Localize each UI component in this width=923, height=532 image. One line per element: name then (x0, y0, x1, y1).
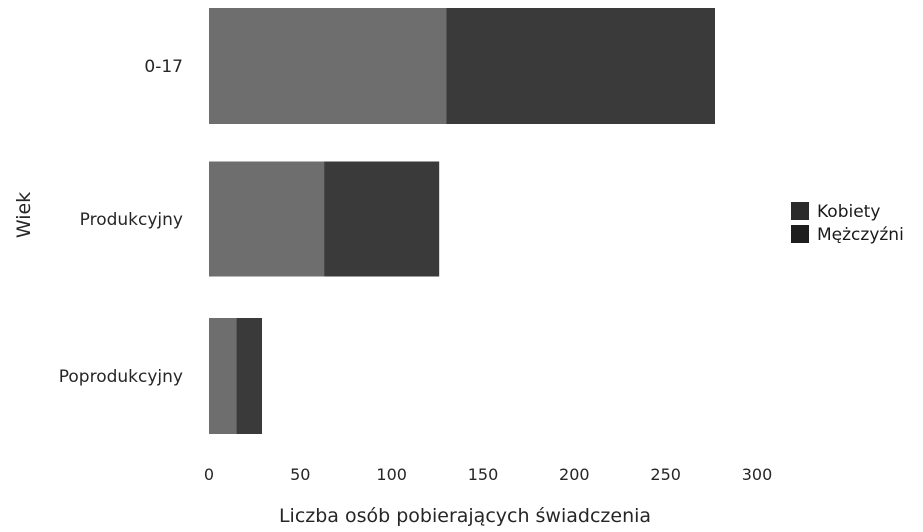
x-axis-title: Liczba osób pobierających świadczenia (279, 505, 651, 527)
y-axis-title: Wiek (13, 192, 35, 238)
legend-label: Mężczyźni (817, 225, 904, 245)
x-tick-label: 200 (559, 465, 590, 484)
legend: Kobiety Mężczyźni (791, 202, 904, 245)
category-label: Produkcyjny (80, 210, 183, 230)
bars-layer (209, 8, 715, 434)
bar-0-17-kobiety (209, 8, 447, 124)
x-tick-labels: 0 50 100 150 200 250 300 (204, 465, 772, 484)
x-tick-label: 300 (742, 465, 773, 484)
legend-swatch (791, 202, 809, 220)
bar-poprodukcyjny-kobiety (209, 318, 237, 434)
bar-0-17-mezczyzni (446, 8, 715, 124)
legend-label: Kobiety (817, 202, 880, 222)
x-tick-label: 250 (650, 465, 681, 484)
bar-poprodukcyjny-mezczyzni (236, 318, 262, 434)
x-tick-label: 150 (468, 465, 499, 484)
category-labels: 0-17 Produkcyjny Poprodukcyjny (59, 57, 183, 387)
x-tick-label: 100 (376, 465, 407, 484)
x-tick-label: 0 (204, 465, 214, 484)
category-label: 0-17 (144, 57, 183, 77)
bar-produkcyjny-kobiety (209, 161, 325, 277)
category-label: Poprodukcyjny (59, 367, 183, 387)
x-tick-label: 50 (290, 465, 310, 484)
bar-produkcyjny-mezczyzni (324, 161, 440, 277)
legend-swatch (791, 225, 809, 243)
